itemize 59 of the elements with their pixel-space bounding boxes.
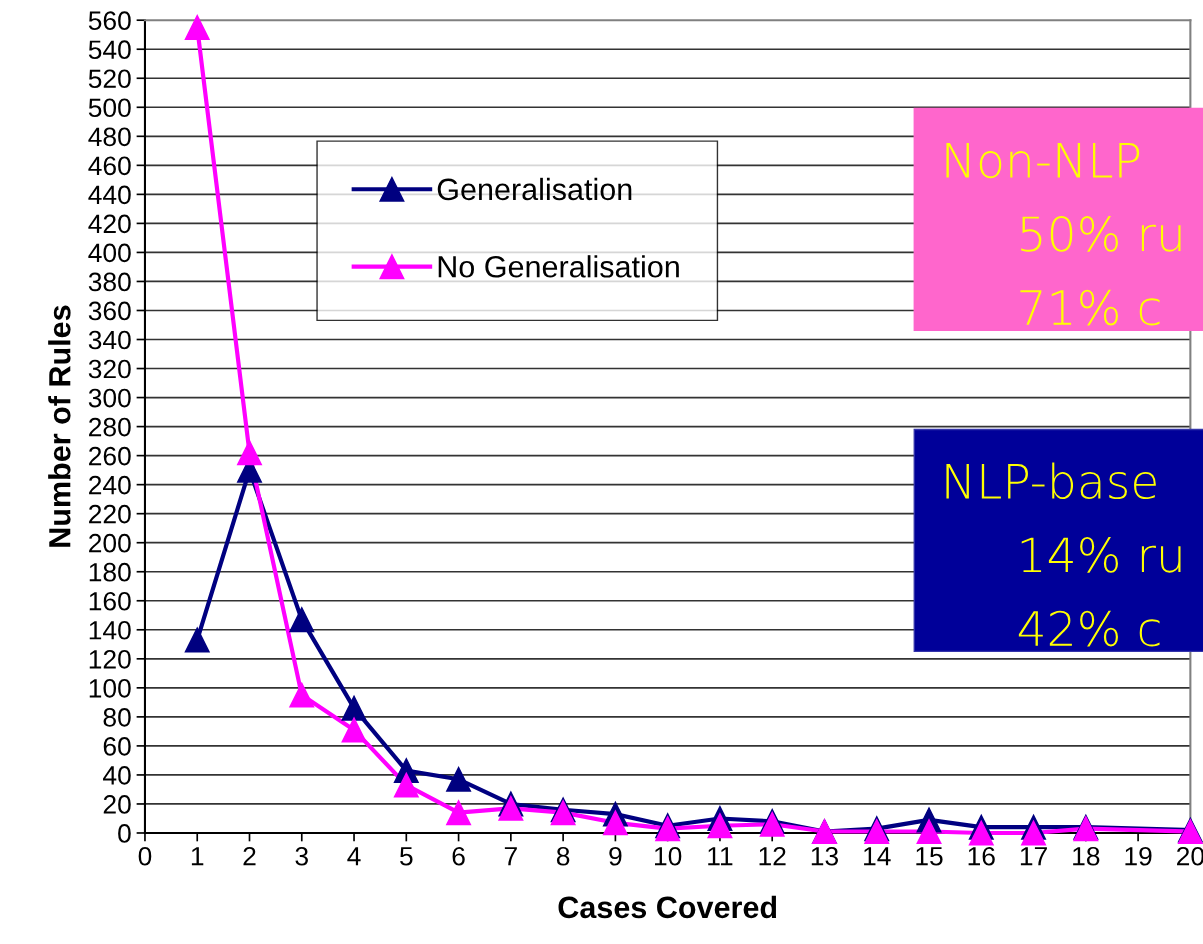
x-tick-label: 1 [191,847,204,866]
legend-label: No Generalisation [438,255,679,278]
x-tick-label: 15 [916,847,943,866]
y-tick-label: 120 [89,649,131,669]
y-tick-label: 560 [88,11,131,31]
x-tick-label: 12 [759,846,786,866]
annotation: 71% c [1020,289,1160,326]
y-tick-label: 160 [89,591,131,611]
x-tick-label: 14 [864,847,891,866]
x-tick-label: 4 [347,847,361,866]
y-tick-label: 300 [88,388,131,408]
y-tick-label: 100 [89,678,131,698]
y-tick-label: 280 [89,417,131,437]
y-tick-label: 400 [88,243,131,263]
x-tick-label: 9 [609,846,622,866]
x-tick-label: 18 [1073,846,1100,866]
y-tick-label: 220 [89,504,131,524]
x-tick-label: 7 [504,847,517,866]
annotation: NLP-base [946,462,1156,500]
x-tick-label: 19 [1125,846,1152,866]
y-tick-label: 180 [89,562,131,582]
y-tick-label: 20 [103,795,131,814]
y-tick-label: 140 [89,620,131,640]
annotation: 14% ru [1021,537,1181,573]
x-tick-label: 0 [138,846,152,866]
y-tick-label: 260 [89,446,131,466]
y-tick-label: 440 [88,185,131,205]
y-tick-label: 460 [88,156,131,176]
x-tick-label: 17 [1020,847,1047,866]
y-tick-label: 540 [88,40,131,60]
y-tick-label: 340 [88,330,131,350]
x-axis-title: Cases Covered [558,895,777,919]
y-tick-label: 0 [118,824,131,843]
y-tick-label: 40 [103,766,131,785]
y-tick-label: 420 [88,214,131,234]
y-tick-label: 380 [88,272,131,292]
annotation: 42% c [1018,610,1160,647]
x-tick-label: 3 [295,846,308,866]
x-tick-label: 6 [452,846,465,866]
x-tick-label: 5 [400,847,413,866]
y-tick-label: 200 [89,533,131,553]
x-tick-label: 10 [655,846,682,866]
y-axis-title: Number of Rules [48,305,71,547]
y-tick-label: 320 [88,359,131,379]
x-tick-label: 8 [556,846,570,866]
y-tick-label: 80 [103,708,131,727]
y-tick-label: 520 [88,69,131,89]
y-tick-label: 360 [88,301,131,321]
x-tick-label: 2 [243,846,256,866]
y-tick-label: 500 [88,98,131,118]
y-tick-label: 480 [88,127,131,147]
x-tick-label: 16 [968,846,995,866]
x-tick-label: 13 [811,846,838,866]
annotation: 50% ru [1021,216,1181,252]
y-tick-label: 240 [89,475,131,495]
annotation: Non-NLP [946,143,1140,179]
y-tick-label: 60 [103,737,131,756]
legend-label: Generalisation [437,177,632,201]
x-tick-label: 11 [708,847,733,866]
